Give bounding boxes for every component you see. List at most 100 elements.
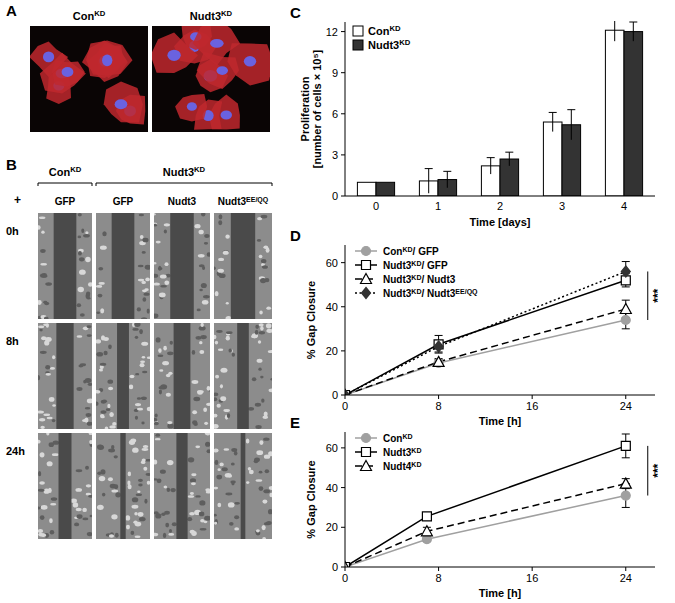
x-tick-label: 8 bbox=[436, 400, 442, 412]
cell bbox=[159, 292, 166, 297]
cell bbox=[147, 308, 150, 313]
series-line bbox=[345, 280, 626, 395]
micrograph bbox=[154, 323, 210, 429]
cell bbox=[155, 438, 161, 440]
cell bbox=[39, 481, 45, 485]
cell bbox=[223, 448, 229, 451]
superscript: KD bbox=[194, 165, 206, 174]
cell bbox=[88, 383, 92, 386]
cell bbox=[205, 433, 210, 435]
x-tick-label: 3 bbox=[559, 200, 565, 212]
cell bbox=[39, 216, 46, 219]
wound-gap bbox=[231, 213, 255, 319]
cell bbox=[215, 460, 219, 465]
cell bbox=[109, 534, 114, 538]
cell bbox=[262, 499, 267, 503]
cell bbox=[96, 285, 102, 288]
cell bbox=[86, 484, 91, 487]
cell bbox=[38, 300, 42, 305]
cell bbox=[45, 337, 52, 342]
cell bbox=[101, 335, 105, 340]
cell bbox=[96, 401, 99, 405]
cell bbox=[192, 410, 197, 414]
cell bbox=[85, 407, 91, 409]
cell bbox=[160, 285, 167, 288]
cell bbox=[249, 470, 254, 475]
cell bbox=[96, 352, 103, 357]
text-part: Nudt3 bbox=[168, 196, 197, 207]
cell bbox=[260, 376, 263, 379]
cell bbox=[220, 384, 223, 388]
cell bbox=[114, 484, 118, 489]
cell bbox=[135, 416, 138, 420]
cell bbox=[142, 356, 145, 358]
cell bbox=[41, 231, 44, 234]
cell bbox=[263, 489, 270, 493]
cell bbox=[266, 248, 270, 253]
cell bbox=[225, 316, 231, 319]
y-tick bbox=[341, 447, 345, 448]
cell bbox=[214, 514, 217, 517]
cell bbox=[140, 361, 145, 363]
cell bbox=[146, 473, 150, 476]
cell bbox=[52, 355, 55, 359]
cell bbox=[265, 469, 270, 473]
cell bbox=[134, 512, 137, 516]
cell bbox=[38, 225, 41, 229]
cell bbox=[159, 386, 165, 389]
cell bbox=[96, 312, 100, 314]
cell bbox=[78, 287, 84, 292]
bar bbox=[543, 122, 562, 196]
cell bbox=[195, 224, 201, 228]
cell bbox=[79, 257, 85, 261]
cell bbox=[87, 422, 92, 426]
x-tick-label: 24 bbox=[620, 572, 632, 584]
cell bbox=[175, 94, 207, 122]
cell bbox=[48, 488, 52, 493]
cell bbox=[246, 481, 249, 484]
cell bbox=[88, 282, 92, 286]
cell bbox=[164, 230, 167, 234]
x-tick-label: 16 bbox=[526, 572, 538, 584]
bracket bbox=[96, 183, 272, 186]
cell bbox=[214, 448, 219, 452]
x-tick-label: 0 bbox=[373, 200, 379, 212]
cell bbox=[102, 399, 107, 403]
cell bbox=[259, 471, 263, 474]
wound-gap bbox=[59, 433, 72, 539]
cell bbox=[231, 462, 235, 465]
micrograph bbox=[30, 26, 148, 132]
cell bbox=[100, 363, 106, 366]
cell bbox=[143, 467, 147, 471]
cell bbox=[162, 361, 169, 365]
cell bbox=[87, 334, 92, 337]
panel-label: E bbox=[290, 414, 300, 431]
cell bbox=[154, 224, 157, 227]
error-bar bbox=[611, 21, 619, 41]
cell bbox=[225, 235, 229, 239]
y-tick bbox=[341, 196, 345, 197]
cell bbox=[39, 329, 42, 332]
cell bbox=[170, 488, 175, 492]
cell bbox=[259, 331, 265, 334]
cell bbox=[99, 476, 105, 481]
cell bbox=[108, 387, 113, 390]
column-label: GFP bbox=[113, 196, 134, 207]
cell bbox=[154, 262, 157, 265]
wound-gap bbox=[117, 323, 129, 429]
cell bbox=[108, 344, 112, 349]
superscript: EE/QQ bbox=[455, 288, 478, 296]
cell bbox=[229, 348, 232, 352]
cell bbox=[44, 316, 49, 319]
cell bbox=[40, 249, 46, 253]
cell bbox=[138, 479, 143, 482]
legend-label: Nudt3KD/ GFP bbox=[383, 260, 448, 272]
cell bbox=[170, 341, 173, 345]
cell bbox=[96, 339, 101, 343]
row-label: 0h bbox=[6, 225, 19, 237]
nucleus bbox=[210, 39, 224, 48]
data-point bbox=[621, 441, 630, 450]
cell bbox=[106, 408, 111, 411]
cell bbox=[223, 250, 229, 254]
cell bbox=[203, 295, 210, 298]
